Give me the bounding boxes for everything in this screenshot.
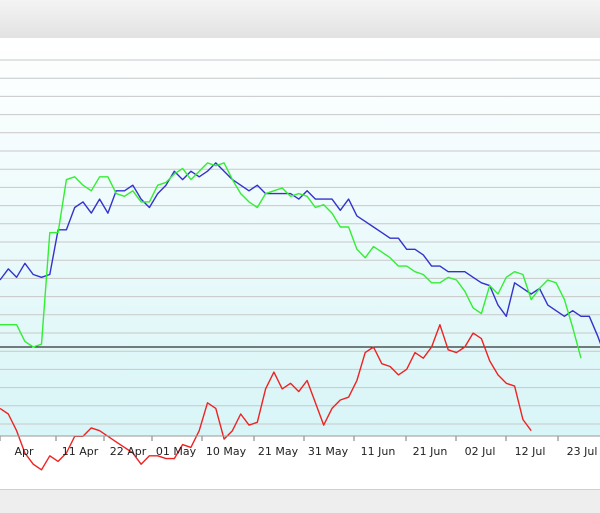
bottom-bar: [0, 489, 600, 513]
series-line-2: [0, 162, 582, 359]
x-tick-label: 22 Apr: [110, 445, 147, 458]
line-chart: Apr 11 Apr 22 Apr 01 May 10 May 21 May 31 May 1…: [0, 38, 600, 471]
x-tick-label: 10 May: [206, 445, 247, 458]
chart-panel: Apr 11 Apr 22 Apr 01 May 10 May 21 May 31 May 1…: [0, 38, 600, 489]
x-tick-label: 01 May: [156, 445, 197, 458]
x-tick-label: 23 Jul: [567, 445, 598, 458]
x-tick-label: 31 May: [308, 445, 349, 458]
x-tick-label: 11 Jun: [361, 445, 396, 458]
gridlines: [0, 59, 600, 425]
x-tick-label: 21 May: [258, 445, 299, 458]
x-tick-label: 02 Jul: [465, 445, 496, 458]
x-tick-label: 12 Jul: [515, 445, 546, 458]
x-tick-label: 21 Jun: [413, 445, 448, 458]
x-tick-label: 11 Apr: [62, 445, 99, 458]
x-tick-label: Apr: [14, 445, 34, 458]
x-axis-ticks: Apr 11 Apr 22 Apr 01 May 10 May 21 May 31 May 1…: [0, 436, 597, 458]
series-group: [0, 162, 600, 471]
series-line-3: [0, 324, 532, 471]
plot-area: [0, 38, 600, 436]
top-toolbar: [0, 0, 600, 39]
